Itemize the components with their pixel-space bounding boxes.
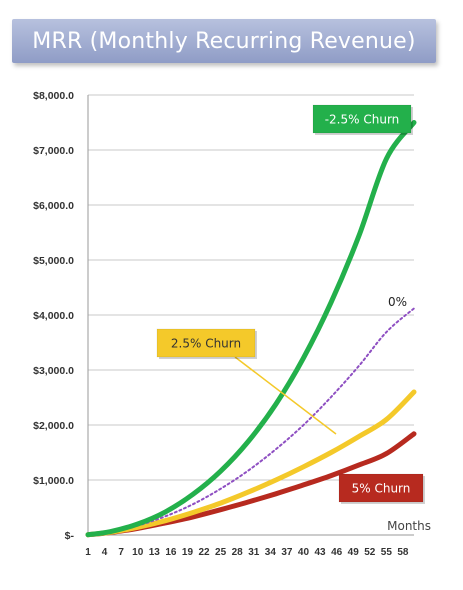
annotation-label: 5% Churn — [352, 482, 411, 496]
x-tick-label: 37 — [281, 547, 293, 558]
title-banner: MRR (Monthly Recurring Revenue) — [12, 19, 436, 63]
series-line — [85, 120, 417, 538]
series-line — [85, 389, 417, 538]
x-tick-label: 13 — [149, 547, 161, 558]
y-tick-label: $1,000.0 — [33, 475, 74, 487]
y-tick-label: $4,000.0 — [33, 310, 74, 322]
y-tick-label: $7,000.0 — [33, 145, 74, 157]
x-tick-label: 16 — [165, 547, 177, 558]
x-tick-label: 55 — [381, 547, 393, 558]
x-tick-label: 58 — [397, 547, 409, 558]
x-tick-label: 25 — [215, 547, 227, 558]
annotations: -2.5% Churn 0% 2.5% Churn 5% Churn — [156, 104, 425, 504]
annotation-label: 0% — [388, 295, 407, 309]
y-tick-label: $2,000.0 — [33, 420, 74, 432]
annotation-label: 2.5% Churn — [171, 337, 241, 351]
annotation-leader — [234, 356, 337, 435]
annotation-box — [338, 473, 424, 503]
x-tick-label: 31 — [248, 547, 260, 558]
y-axis: $- $1,000.0 $2,000.0 $3,000.0 $4,000.0 $5,000… — [33, 90, 89, 542]
x-tick-label: 4 — [102, 547, 108, 558]
x-tick-label: 46 — [331, 547, 343, 558]
x-tick-label: 43 — [315, 547, 327, 558]
y-tick-label: $8,000.0 — [33, 90, 74, 102]
x-tick-label: 10 — [132, 547, 144, 558]
y-tick-label: $3,000.0 — [33, 365, 74, 377]
chart-title: MRR (Monthly Recurring Revenue) — [32, 28, 416, 54]
x-axis-title: Months — [387, 519, 431, 533]
x-tick-label: 19 — [182, 547, 194, 558]
annotation-label: -2.5% Churn — [325, 113, 400, 127]
x-tick-label: 52 — [364, 547, 376, 558]
annotation-box — [312, 104, 412, 134]
x-tick-label: 34 — [265, 547, 277, 558]
x-tick-label: 28 — [232, 547, 244, 558]
y-tick-label: $6,000.0 — [33, 200, 74, 212]
x-axis: 1 4 7 10 13 16 19 22 25 28 31 34 37 40 43 46 49 52 55 58 Mon… — [85, 519, 431, 558]
x-tick-label: 22 — [198, 547, 210, 558]
x-tick-label: 1 — [85, 547, 91, 558]
series-lines — [85, 120, 417, 538]
x-tick-label: 40 — [298, 547, 310, 558]
annotation-box — [156, 328, 256, 358]
x-tick-label: 7 — [118, 547, 124, 558]
gridlines — [88, 94, 414, 536]
x-tick-label: 49 — [348, 547, 360, 558]
y-tick-label: $5,000.0 — [33, 255, 74, 267]
y-tick-label: $- — [65, 530, 75, 542]
